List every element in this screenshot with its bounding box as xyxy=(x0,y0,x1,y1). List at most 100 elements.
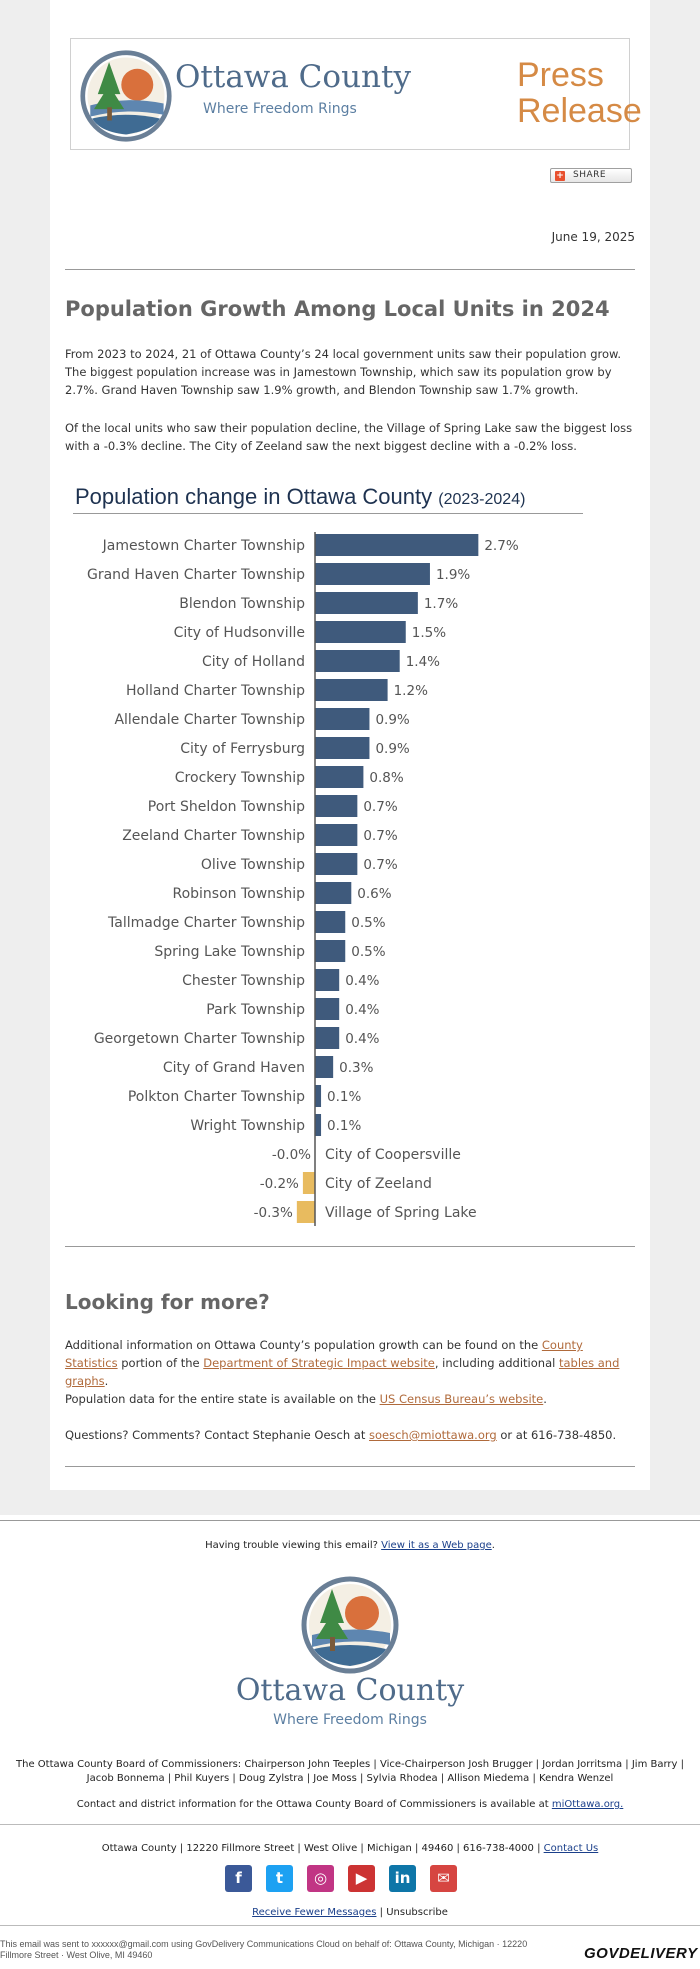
bar xyxy=(315,621,406,643)
more-paragraph-3: Questions? Comments? Contact Stephanie O… xyxy=(65,1426,637,1444)
bar xyxy=(315,882,352,904)
county-statistics-link[interactable]: County Statistics xyxy=(65,1338,583,1370)
bar xyxy=(315,969,340,991)
footer-logo-tagline: Where Freedom Rings xyxy=(273,1712,427,1728)
share-label: SHARE xyxy=(573,170,607,180)
value-label: 1.2% xyxy=(394,683,428,699)
value-label: 1.4% xyxy=(406,654,440,670)
strategic-impact-link[interactable]: Department of Strategic Impact website xyxy=(203,1356,435,1370)
receive-fewer-messages-link[interactable]: Receive Fewer Messages xyxy=(252,1907,377,1918)
contact-info: Contact and district information for the… xyxy=(0,1799,700,1810)
value-label: -0.3% xyxy=(254,1205,293,1221)
press-line2: Release xyxy=(517,92,642,130)
value-label: 1.5% xyxy=(412,625,446,641)
youtube-icon[interactable]: ▶ xyxy=(348,1865,375,1892)
bar xyxy=(315,911,346,933)
category-label: Jamestown Charter Township xyxy=(102,538,305,554)
email-icon[interactable]: ✉ xyxy=(430,1865,457,1892)
category-label: Georgetown Charter Township xyxy=(94,1031,305,1047)
share-plus-icon: + xyxy=(555,171,565,181)
category-label: Chester Township xyxy=(182,973,305,989)
footer-divider xyxy=(0,1520,700,1521)
category-label: Park Township xyxy=(206,1002,305,1018)
text: Questions? Comments? Contact Stephanie O… xyxy=(65,1428,370,1442)
subscription-links: Receive Fewer Messages | Unsubscribe xyxy=(0,1907,700,1918)
category-label: Village of Spring Lake xyxy=(325,1205,477,1221)
bar xyxy=(296,1201,315,1223)
press-line1: Press xyxy=(517,56,604,94)
bar xyxy=(315,795,358,817)
ottawa-county-emblem-icon xyxy=(80,50,172,142)
text: . xyxy=(104,1374,109,1388)
category-label: City of Grand Haven xyxy=(163,1060,305,1076)
linkedin-icon[interactable]: in xyxy=(389,1865,416,1892)
facebook-icon[interactable]: f xyxy=(225,1865,252,1892)
divider xyxy=(65,269,635,270)
population-bar-chart: Jamestown Charter Township 2.7% Grand Have… xyxy=(87,532,519,1226)
bar xyxy=(315,592,418,614)
text: Ottawa County | 12220 Fillmore Street | … xyxy=(101,1843,544,1854)
bar xyxy=(315,1114,322,1136)
bar xyxy=(315,1027,340,1049)
trouble-viewing: Having trouble viewing this email? View … xyxy=(0,1540,700,1551)
bar xyxy=(315,1085,322,1107)
category-label: Zeeland Charter Township xyxy=(122,828,305,844)
value-label: 0.4% xyxy=(345,1031,379,1047)
footer-divider xyxy=(0,1824,700,1825)
bar xyxy=(315,998,340,1020)
divider xyxy=(65,1466,635,1467)
ottawa-county-emblem-icon xyxy=(301,1576,399,1674)
category-label: Olive Township xyxy=(201,857,305,873)
value-label: 0.4% xyxy=(345,1002,379,1018)
chart-title-text: Population change in Ottawa County xyxy=(75,484,433,509)
value-label: 0.3% xyxy=(339,1060,373,1076)
value-label: 0.1% xyxy=(327,1118,361,1134)
value-label: 0.7% xyxy=(363,857,397,873)
bar xyxy=(315,766,364,788)
share-button[interactable]: + SHARE xyxy=(550,168,632,183)
text: Having trouble viewing this email? xyxy=(205,1540,382,1551)
value-label: 1.7% xyxy=(424,596,458,612)
category-label: Blendon Township xyxy=(179,596,305,612)
bar xyxy=(315,679,388,701)
value-label: 0.1% xyxy=(327,1089,361,1105)
text: , including additional xyxy=(434,1356,559,1370)
category-label: City of Hudsonville xyxy=(174,625,305,641)
release-date: June 19, 2025 xyxy=(551,230,635,244)
article-title: Population Growth Among Local Units in 2… xyxy=(65,297,610,321)
bar xyxy=(315,940,346,962)
category-label: Crockery Township xyxy=(175,770,305,786)
tables-graphs-link[interactable]: tables and graphs xyxy=(65,1356,620,1388)
sent-notice: This email was sent to xxxxxx@gmail.com … xyxy=(0,1939,528,1960)
chart-subtitle: (2023-2024) xyxy=(438,491,526,508)
bar xyxy=(315,853,358,875)
category-label: Spring Lake Township xyxy=(154,944,305,960)
value-label: 0.9% xyxy=(375,741,409,757)
chart-title: Population change in Ottawa County (2023… xyxy=(75,484,525,510)
category-label: Robinson Township xyxy=(172,886,305,902)
bar xyxy=(315,650,400,672)
category-label: Allendale Charter Township xyxy=(114,712,305,728)
more-paragraph-1: Additional information on Ottawa County’… xyxy=(65,1336,637,1390)
intro-paragraph: From 2023 to 2024, 21 of Ottawa County’s… xyxy=(65,347,622,397)
value-label: 0.5% xyxy=(351,915,385,931)
category-label: Wright Township xyxy=(190,1118,305,1134)
footer-logo-name: Ottawa County xyxy=(235,1673,465,1708)
miottawa-link[interactable]: miOttawa.org. xyxy=(551,1799,624,1810)
logo-tagline: Where Freedom Rings xyxy=(203,101,357,117)
more-paragraph-2: Population data for the entire state is … xyxy=(65,1390,637,1408)
value-label: 0.7% xyxy=(363,828,397,844)
value-label: 2.7% xyxy=(484,538,518,554)
twitter-icon[interactable]: t xyxy=(266,1865,293,1892)
census-bureau-link[interactable]: US Census Bureau’s website xyxy=(379,1392,544,1406)
contact-us-link[interactable]: Contact Us xyxy=(543,1843,599,1854)
view-web-page-link[interactable]: View it as a Web page xyxy=(381,1540,492,1551)
contact-email-link[interactable]: soesch@miottawa.org xyxy=(369,1428,497,1442)
instagram-icon[interactable]: ◎ xyxy=(307,1865,334,1892)
bar xyxy=(315,737,370,759)
text: portion of the xyxy=(117,1356,204,1370)
bar xyxy=(315,1056,334,1078)
value-label: 0.8% xyxy=(369,770,403,786)
category-label: City of Holland xyxy=(202,654,305,670)
decline-paragraph: Of the local units who saw their populat… xyxy=(65,421,633,453)
